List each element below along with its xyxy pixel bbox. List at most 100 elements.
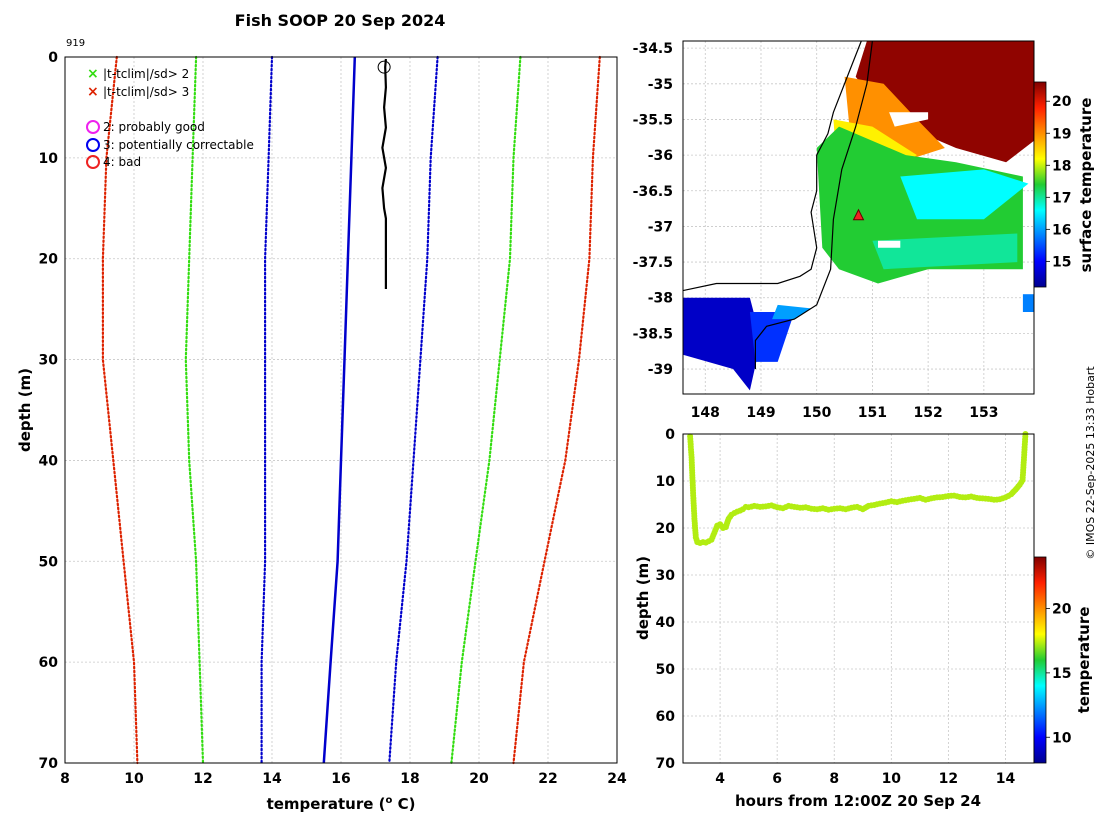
x-tick-label: 14 [262, 771, 282, 787]
y-tick-label: 0 [48, 50, 58, 66]
profile-xlabel: temperature (o C) [267, 795, 416, 813]
depth-time-axes-box [682, 433, 1035, 764]
map-x-tick-label: 149 [746, 405, 775, 421]
profile-grid [64, 56, 618, 764]
dt-y-tick-label: 60 [656, 709, 676, 725]
flag-circle-marker [377, 60, 391, 74]
station-triangle-marker [852, 208, 865, 221]
series-line-clim-3sd [101, 55, 139, 765]
credit-text: © IMOS 22-Sep-2025 13:33 Hobart [1084, 366, 1097, 560]
sst-colorbar-ticks: 15 16 17 18 19 20 [1046, 94, 1072, 270]
dt-x-tick-label: 6 [772, 771, 782, 787]
profile-ticks: 8 10 12 14 16 18 20 22 24 0 10 20 30 40 50 60 70 [39, 50, 627, 787]
x-tick-label: 12 [193, 771, 212, 787]
depth-time-ticks: 4 6 8 10 12 14 0 10 20 30 40 50 60 70 [656, 427, 1016, 787]
temperature-colorbar-ticks: 10 15 20 [1046, 602, 1072, 746]
map-y-tick-label: -35.5 [633, 112, 673, 128]
series-line-clim-2sd [184, 55, 205, 765]
sst-region [900, 169, 1029, 220]
sst-colorbar-tick-label: 19 [1052, 126, 1071, 142]
legend-sd2: |t-tclim|/sd> 2 [103, 67, 189, 81]
x-tick-label: 16 [331, 771, 350, 787]
series-line-clim-3sd [512, 55, 601, 765]
y-tick-label: 50 [39, 554, 59, 570]
y-tick-label: 30 [39, 353, 59, 369]
map-y-tick-label: -37 [648, 219, 673, 235]
temp-colorbar-tick-label: 10 [1052, 730, 1072, 746]
sst-colorbar-tick-label: 20 [1052, 94, 1072, 110]
map-y-tick-label: -39 [648, 362, 673, 378]
legend: × |t-tclim|/sd> 2 × |t-tclim|/sd> 3 2: p… [86, 66, 254, 169]
dt-y-tick-label: 20 [656, 521, 676, 537]
dt-y-tick-label: 10 [656, 474, 676, 490]
depth-time-points [687, 431, 1029, 546]
dt-y-tick-label: 0 [665, 427, 675, 443]
depth-time-ylabel: depth (m) [634, 556, 652, 640]
y-tick-label: 60 [39, 655, 59, 671]
sst-region [683, 297, 761, 391]
sst-region [872, 233, 1018, 270]
temperature-colorbar [1033, 556, 1047, 764]
coastline-path [683, 41, 862, 292]
dt-x-tick-label: 8 [829, 771, 839, 787]
y-tick-label: 10 [39, 151, 59, 167]
map-y-tick-label: -34.5 [633, 41, 673, 57]
profile-ylabel: depth (m) [16, 368, 34, 452]
x-tick-label: 22 [538, 771, 557, 787]
temperature-colorbar-label: temperature [1075, 607, 1093, 714]
map-y-tick-label: -38.5 [633, 326, 673, 342]
x-tick-label: 20 [469, 771, 489, 787]
dt-y-tick-label: 30 [656, 568, 676, 584]
series-line-clim-2sd [450, 55, 522, 765]
coastline [683, 41, 873, 369]
legend-x-green-icon: × [87, 66, 99, 82]
sst-colorbar-tick-label: 16 [1052, 222, 1071, 238]
map-x-tick-label: 151 [858, 405, 887, 421]
map-x-tick-label: 148 [691, 405, 720, 421]
sst-region [772, 304, 812, 320]
temp-colorbar-tick-label: 15 [1052, 666, 1071, 682]
map-ticks: 148 149 150 151 152 153 -34.5 -35 -35.5 -36 -36.5 -… [633, 41, 999, 421]
legend-flag2: 2: probably good [103, 120, 205, 134]
legend-sd3: |t-tclim|/sd> 3 [103, 85, 189, 99]
map-x-tick-label: 153 [969, 405, 998, 421]
sst-colorbar-label: surface temperature [1077, 98, 1095, 273]
x-tick-label: 24 [607, 771, 627, 787]
x-tick-label: 8 [60, 771, 70, 787]
y-tick-label: 40 [39, 453, 59, 469]
chart-title: Fish SOOP 20 Sep 2024 [235, 11, 446, 30]
legend-flag3: 3: potentially correctable [103, 138, 254, 152]
series-line-clim-mean [322, 56, 357, 764]
map-y-tick-label: -36.5 [633, 184, 673, 200]
legend-circle-magenta-icon [86, 120, 100, 134]
series-line-clim-1sd [260, 55, 274, 765]
depth-time-xlabel: hours from 12:00Z 20 Sep 24 [735, 792, 981, 810]
profile-id: 919 [66, 38, 85, 49]
legend-circle-red-icon [86, 155, 100, 169]
depth-time-grid [683, 433, 1034, 764]
sst-region [749, 312, 795, 362]
sst-colorbar-tick-label: 18 [1052, 158, 1071, 174]
y-tick-label: 70 [39, 756, 59, 772]
dt-x-tick-label: 14 [996, 771, 1016, 787]
series-line-clim-1sd [388, 55, 439, 765]
sst-colorbar [1033, 81, 1047, 288]
map-x-tick-label: 152 [914, 405, 943, 421]
legend-flag4: 4: bad [103, 155, 141, 169]
map-x-tick-label: 150 [802, 405, 831, 421]
dt-y-tick-label: 40 [656, 615, 676, 631]
x-tick-label: 10 [124, 771, 144, 787]
legend-x-red-icon: × [87, 84, 99, 100]
map-y-tick-label: -35 [648, 77, 673, 93]
dt-x-tick-label: 10 [882, 771, 902, 787]
dt-x-tick-label: 12 [939, 771, 958, 787]
profile-axes-box [64, 56, 618, 764]
x-tick-label: 18 [400, 771, 419, 787]
temp-colorbar-tick-label: 20 [1052, 602, 1072, 618]
sst-field [683, 41, 1034, 391]
dt-x-tick-label: 4 [715, 771, 725, 787]
map-y-tick-label: -38 [648, 291, 673, 307]
legend-circle-blue-icon [86, 138, 100, 152]
cloud-gap [889, 112, 929, 127]
